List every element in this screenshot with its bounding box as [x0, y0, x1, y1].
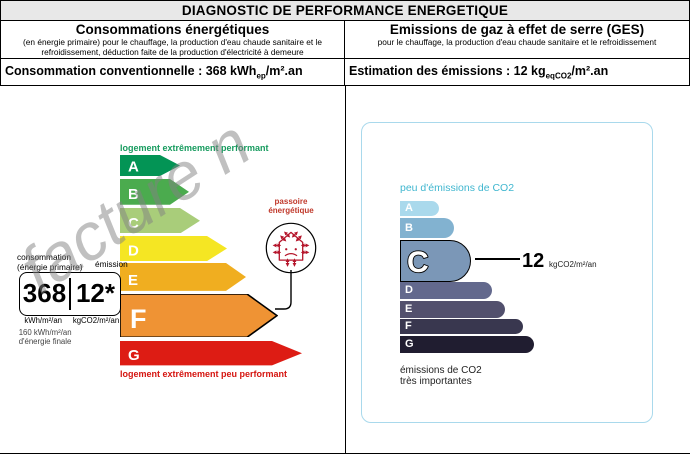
svg-text:C: C	[407, 246, 429, 279]
